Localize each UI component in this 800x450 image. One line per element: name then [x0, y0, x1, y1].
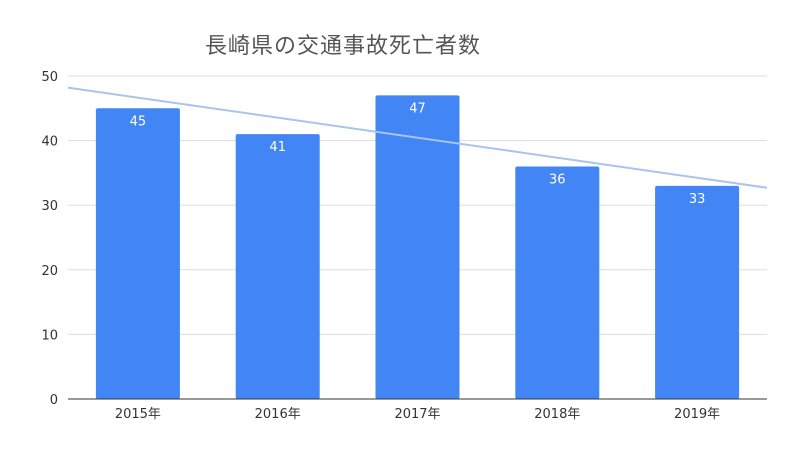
trendline: [67, 86, 768, 189]
data-label: 41: [269, 140, 286, 155]
y-tick-label: 10: [41, 328, 58, 343]
x-tick-label: 2018年: [534, 407, 580, 422]
bar-2019年: [655, 185, 740, 399]
y-tick-label: 20: [41, 264, 58, 279]
y-tick-label: 40: [41, 135, 58, 150]
chart-title: 長崎県の交通事故死亡者数: [205, 34, 482, 59]
data-label: 33: [689, 192, 706, 207]
data-label: 47: [409, 101, 426, 116]
data-label: 36: [549, 172, 566, 187]
y-tick-label: 0: [50, 393, 58, 408]
x-tick-label: 2016年: [255, 407, 301, 422]
y-tick-label: 30: [41, 199, 58, 214]
bar-2017年: [375, 95, 460, 399]
bar-2016年: [235, 134, 320, 399]
y-tick-label: 50: [41, 70, 58, 85]
bar-2015年: [95, 108, 180, 400]
x-tick-label: 2019年: [674, 407, 720, 422]
x-tick-label: 2015年: [115, 407, 161, 422]
bar-2018年: [515, 166, 600, 399]
data-label: 45: [130, 114, 147, 129]
x-tick-label: 2017年: [394, 407, 440, 422]
